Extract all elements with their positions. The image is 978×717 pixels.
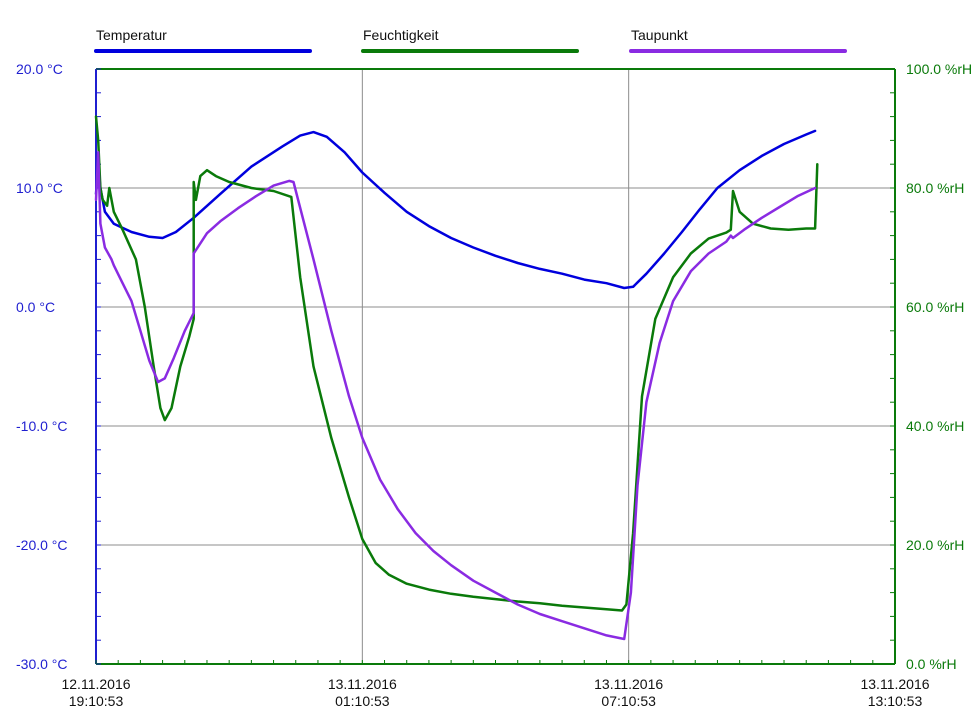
y-right-tick-label: 40.0 %rH <box>906 418 964 434</box>
legend-label: Taupunkt <box>631 27 688 43</box>
x-tick-label-date: 13.11.2016 <box>328 676 397 692</box>
y-right-tick-label: 100.0 %rH <box>906 61 972 77</box>
series-line-taupunkt <box>94 151 817 641</box>
y-left-tick-label: 20.0 °C <box>16 61 63 77</box>
series-line-temperatur <box>94 129 817 290</box>
x-tick-label-date: 12.11.2016 <box>61 676 130 692</box>
y-left-tick-label: 10.0 °C <box>16 180 63 196</box>
x-tick-label-date: 13.11.2016 <box>860 676 929 692</box>
x-tick-label-time: 19:10:53 <box>69 693 124 709</box>
x-tick-label-time: 07:10:53 <box>601 693 656 709</box>
series-line-feuchtigkeit <box>94 115 819 612</box>
x-tick-label-time: 01:10:53 <box>335 693 390 709</box>
axes <box>95 68 896 665</box>
y-left-tick-label: -30.0 °C <box>16 656 68 672</box>
legend: Temperatur Feuchtigkeit Taupunkt <box>94 27 847 53</box>
y-right-tick-label: 0.0 %rH <box>906 656 957 672</box>
x-tick-label-time: 13:10:53 <box>868 693 923 709</box>
y-right-tick-label: 60.0 %rH <box>906 299 964 315</box>
y-right-tick-label: 80.0 %rH <box>906 180 964 196</box>
grid <box>95 68 896 665</box>
y-left-tick-label: -10.0 °C <box>16 418 68 434</box>
x-tick-label-date: 13.11.2016 <box>594 676 663 692</box>
series-lines <box>94 115 819 641</box>
tick-labels: 20.0 °C 10.0 °C 0.0 °C -10.0 °C -20.0 °C -30.… <box>16 61 972 709</box>
legend-label: Feuchtigkeit <box>363 27 439 43</box>
y-right-tick-label: 20.0 %rH <box>906 537 964 553</box>
y-left-tick-label: -20.0 °C <box>16 537 68 553</box>
y-left-tick-label: 0.0 °C <box>16 299 55 315</box>
legend-label: Temperatur <box>96 27 167 43</box>
